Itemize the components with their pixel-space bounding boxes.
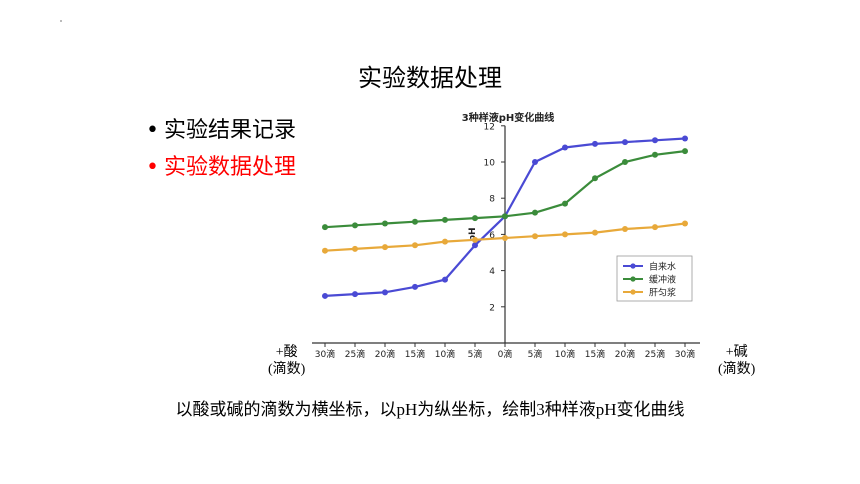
series-2-point	[592, 175, 598, 182]
series-2-point	[322, 224, 328, 231]
legend-swatch-point	[630, 263, 636, 269]
y-tick-label: 6	[489, 231, 495, 241]
series-1-point	[442, 276, 448, 283]
series-2-point	[442, 216, 448, 223]
series-1-point	[322, 292, 328, 299]
series-3-point	[622, 225, 628, 232]
series-2-point	[532, 209, 538, 216]
y-tick-label: 12	[484, 122, 495, 132]
series-1-point	[622, 139, 628, 146]
y-tick-label: 10	[484, 159, 496, 169]
base-axis-label: +碱 (滴数)	[718, 344, 755, 378]
y-tick-label: 2	[489, 303, 495, 313]
series-2-point	[472, 215, 478, 222]
y-tick-label: 8	[489, 195, 495, 205]
bullet-dot: •	[146, 118, 159, 143]
bullet-item-record: • 实验结果记录	[146, 112, 296, 149]
series-1-point	[592, 140, 598, 147]
series-3-point	[502, 235, 508, 242]
x-tick-label: 5滴	[528, 348, 543, 360]
x-tick-label: 0滴	[498, 348, 513, 360]
base-label-line1: +碱	[725, 345, 748, 360]
series-1-point	[532, 159, 538, 165]
x-tick-label: 20滴	[615, 348, 635, 360]
acid-label-line2: (滴数)	[268, 362, 306, 377]
chart-title: 3种样液pH变化曲线	[462, 111, 555, 124]
bullet-list: • 实验结果记录 • 实验数据处理	[146, 112, 296, 186]
series-3-point	[682, 220, 688, 227]
series-2-point	[502, 213, 508, 220]
y-tick-label: 4	[489, 267, 495, 277]
series-2-point	[682, 148, 688, 155]
series-2-point	[352, 222, 358, 229]
series-1-point	[682, 135, 688, 142]
acid-label-line1: +酸	[275, 345, 298, 360]
series-1-point	[412, 283, 418, 290]
legend-swatch-point	[630, 289, 636, 295]
x-tick-label: 30滴	[675, 348, 695, 360]
series-3-point	[562, 231, 568, 238]
y-axis-label: pH	[468, 227, 478, 241]
series-3-point	[412, 242, 418, 249]
x-tick-label: 20滴	[375, 348, 395, 360]
corner-dot	[60, 20, 62, 22]
x-tick-label: 15滴	[585, 348, 605, 360]
x-tick-label: 25滴	[645, 348, 665, 360]
series-1-point	[562, 144, 568, 151]
acid-axis-label: +酸 (滴数)	[268, 344, 305, 378]
slide-title: 实验数据处理	[358, 64, 502, 92]
bullet-text: 实验结果记录	[164, 118, 297, 143]
series-1-point	[382, 289, 388, 296]
series-2-point	[562, 200, 568, 207]
legend-label: 肝匀浆	[649, 287, 676, 299]
series-1-point	[652, 137, 658, 144]
bullet-text: 实验数据处理	[164, 155, 297, 180]
series-3-point	[352, 245, 358, 252]
legend-label: 自来水	[649, 261, 676, 273]
series-3-point	[592, 229, 598, 236]
x-tick-label: 5滴	[468, 348, 483, 360]
x-tick-label: 10滴	[435, 348, 455, 360]
series-1-point	[472, 242, 478, 249]
series-3-point	[532, 233, 538, 240]
x-tick-label: 30滴	[315, 348, 335, 360]
x-tick-label: 15滴	[405, 348, 425, 360]
series-3-point	[652, 224, 658, 231]
x-tick-label: 10滴	[555, 348, 575, 360]
series-2-point	[412, 218, 418, 225]
series-2-point	[652, 151, 658, 158]
base-label-line2: (滴数)	[718, 362, 756, 377]
series-3-point	[472, 236, 478, 243]
bullet-dot: •	[146, 155, 159, 180]
x-tick-label: 25滴	[345, 348, 365, 360]
legend-swatch-point	[630, 276, 636, 282]
bullet-item-processing: • 实验数据处理	[146, 149, 296, 186]
series-3-point	[382, 244, 388, 251]
series-1-point	[352, 291, 358, 298]
legend-label: 缓冲液	[649, 274, 676, 286]
series-3-point	[442, 238, 448, 245]
series-2-point	[382, 220, 388, 227]
slide-caption: 以酸或碱的滴数为横坐标，以pH为纵坐标，绘制3种样液pH变化曲线	[175, 400, 685, 419]
series-3-point	[322, 247, 328, 254]
series-2-point	[622, 159, 628, 165]
